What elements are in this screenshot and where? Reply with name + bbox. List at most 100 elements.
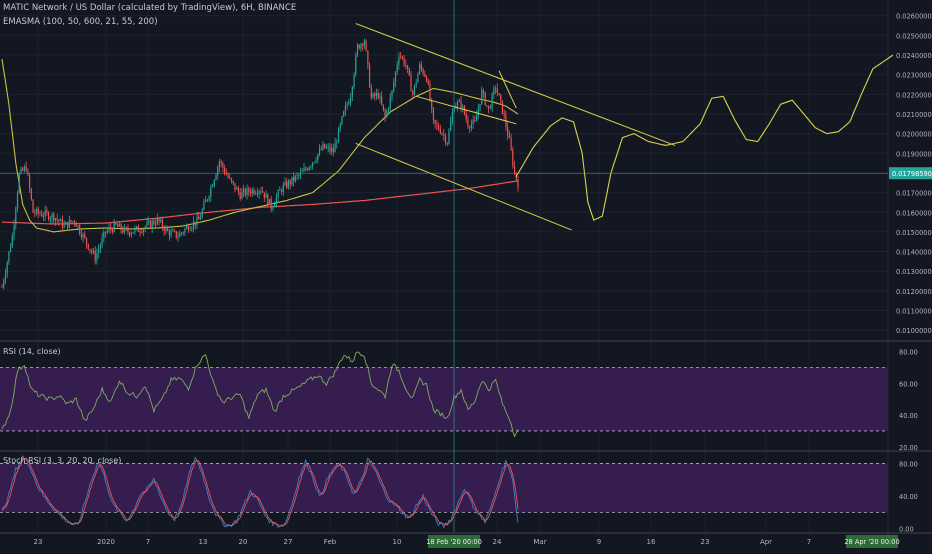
- candle: [386, 109, 388, 119]
- candle-body: [458, 100, 460, 103]
- rsi-line: [1, 351, 519, 438]
- candle: [68, 215, 70, 229]
- rsi-label[interactable]: RSI (14, close): [3, 347, 61, 356]
- candle: [99, 242, 101, 254]
- candle-body: [457, 102, 459, 107]
- candle-body: [11, 235, 13, 247]
- candle-body: [118, 223, 120, 227]
- candle-body: [277, 190, 279, 197]
- candle: [106, 226, 108, 235]
- candle: [439, 124, 441, 135]
- price-tick-label: 0.02400000: [896, 52, 932, 60]
- candle: [451, 107, 454, 125]
- candle: [401, 55, 403, 61]
- candle-body: [301, 171, 303, 173]
- candle: [136, 225, 138, 231]
- candle: [280, 188, 283, 195]
- time-tick-label: 24: [493, 538, 502, 546]
- candle-body: [320, 148, 322, 150]
- candle-body: [389, 96, 391, 109]
- candle: [4, 268, 7, 284]
- candle-body: [265, 194, 267, 198]
- candle: [279, 186, 281, 191]
- time-cursor-tag: [428, 535, 480, 548]
- candle-body: [208, 196, 210, 200]
- candle-body: [136, 226, 138, 229]
- candle: [258, 189, 260, 199]
- candle-body: [146, 222, 148, 227]
- candle: [210, 184, 212, 202]
- candle: [305, 166, 307, 172]
- candle-body: [343, 111, 345, 117]
- candle-body: [42, 216, 45, 218]
- trendline-wedge-top[interactable]: [498, 70, 517, 109]
- candle: [186, 223, 188, 230]
- candle: [441, 132, 443, 136]
- candle: [336, 138, 338, 149]
- candle: [25, 161, 27, 173]
- candle-body: [472, 119, 474, 125]
- time-end-tag: [846, 535, 898, 548]
- trendline-wedge-bottom[interactable]: [416, 95, 517, 125]
- candle: [443, 129, 445, 141]
- candle: [175, 230, 177, 240]
- candle: [303, 162, 305, 172]
- candle-body: [80, 233, 82, 238]
- candle-body: [103, 231, 105, 238]
- candle: [224, 164, 226, 176]
- candle-body: [35, 208, 38, 214]
- candle: [3, 278, 5, 290]
- projection-path[interactable]: [515, 54, 894, 221]
- candle: [488, 105, 490, 114]
- candle-body: [22, 168, 24, 171]
- candle-body: [489, 108, 491, 109]
- candle-body: [220, 161, 222, 163]
- candle: [248, 186, 250, 197]
- candle: [30, 187, 32, 201]
- candle: [427, 78, 429, 86]
- candle-body: [503, 113, 505, 116]
- candle: [425, 75, 428, 83]
- candle-body: [396, 64, 398, 73]
- candle-body: [108, 227, 110, 231]
- trendline-upper-channel[interactable]: [355, 23, 676, 146]
- candle-body: [446, 142, 448, 144]
- candle: [448, 127, 450, 145]
- price-tick-label: 0.02200000: [896, 91, 932, 99]
- candle: [313, 161, 315, 164]
- candle: [432, 107, 435, 125]
- candle: [406, 64, 409, 73]
- price-tick-label: 0.02500000: [896, 32, 932, 40]
- candle-body: [488, 105, 490, 109]
- candle: [94, 245, 96, 265]
- price-tick-label: 0.01200000: [896, 288, 932, 296]
- candle-body: [54, 218, 57, 221]
- candle: [256, 187, 259, 198]
- trendline-lower-channel[interactable]: [355, 143, 572, 231]
- candle: [61, 215, 63, 232]
- candle-body: [267, 194, 269, 205]
- candle-body: [346, 104, 348, 107]
- candle: [355, 52, 357, 77]
- candle: [496, 83, 498, 97]
- time-tick-label: 7: [146, 538, 150, 546]
- candle: [362, 42, 364, 51]
- candle-body: [224, 168, 226, 174]
- candle-body: [113, 222, 115, 232]
- candle-body: [405, 64, 407, 66]
- candle-body: [491, 94, 493, 109]
- indicator-label[interactable]: EMASMA (100, 50, 600, 21, 55, 200): [3, 17, 158, 27]
- candle: [117, 222, 119, 227]
- candle-body: [318, 148, 321, 155]
- candle: [472, 115, 474, 129]
- stoch-rsi-label[interactable]: Stoch RSI (3, 3, 20, 20, close): [3, 456, 122, 465]
- candle: [308, 166, 310, 171]
- candle-body: [158, 217, 160, 222]
- candle-body: [179, 233, 181, 238]
- candle: [372, 92, 374, 99]
- candle: [146, 217, 148, 229]
- symbol-title[interactable]: MATIC Network / US Dollar (calculated by…: [3, 3, 297, 13]
- time-tick-label: 13: [199, 538, 208, 546]
- candle: [217, 165, 219, 180]
